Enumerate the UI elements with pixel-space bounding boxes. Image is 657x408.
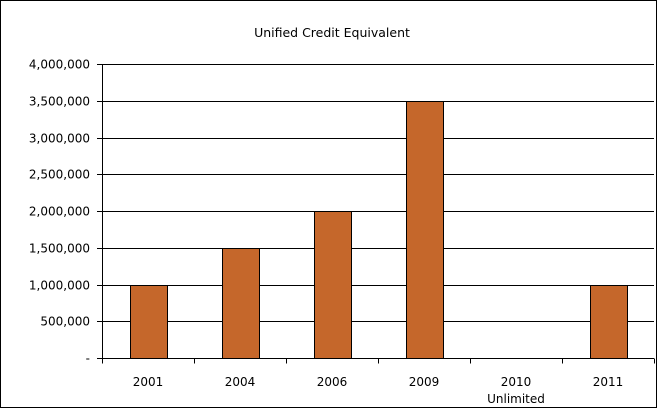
bar-2006 [314, 211, 352, 359]
bar-2001 [130, 285, 168, 359]
x-tick-label: 2004 [225, 375, 256, 389]
x-tick-label: 2009 [409, 375, 440, 389]
x-tick-label: 2010 [501, 375, 532, 389]
gridlines [102, 64, 654, 322]
y-tick-label: 500,000 [40, 315, 90, 329]
chart-title: Unified Credit Equivalent [254, 25, 410, 40]
x-tick-labels: 2001 2004 2006 2009 2010 Unlimited 2011 [133, 375, 624, 406]
y-tick-labels: - 500,000 1,000,000 1,500,000 2,000,000 2,500… [29, 58, 90, 366]
y-tick-label: 2,500,000 [29, 168, 90, 182]
axes [97, 64, 655, 364]
y-tick-label: 2,000,000 [29, 205, 90, 219]
x-tick-sublabel: Unlimited [487, 392, 545, 406]
y-tick-label: 1,000,000 [29, 279, 90, 293]
bars [130, 101, 628, 359]
y-tick-label: 3,000,000 [29, 132, 90, 146]
y-tick-label: - [86, 352, 90, 366]
x-tick-label: 2001 [133, 375, 164, 389]
bar-2004 [222, 248, 260, 359]
x-tick-label: 2006 [317, 375, 348, 389]
y-tick-label: 4,000,000 [29, 58, 90, 72]
y-tick-label: 3,500,000 [29, 95, 90, 109]
y-tick-label: 1,500,000 [29, 242, 90, 256]
bar-2009 [406, 101, 444, 359]
bar-2011 [590, 285, 628, 359]
x-tick-label: 2011 [593, 375, 624, 389]
